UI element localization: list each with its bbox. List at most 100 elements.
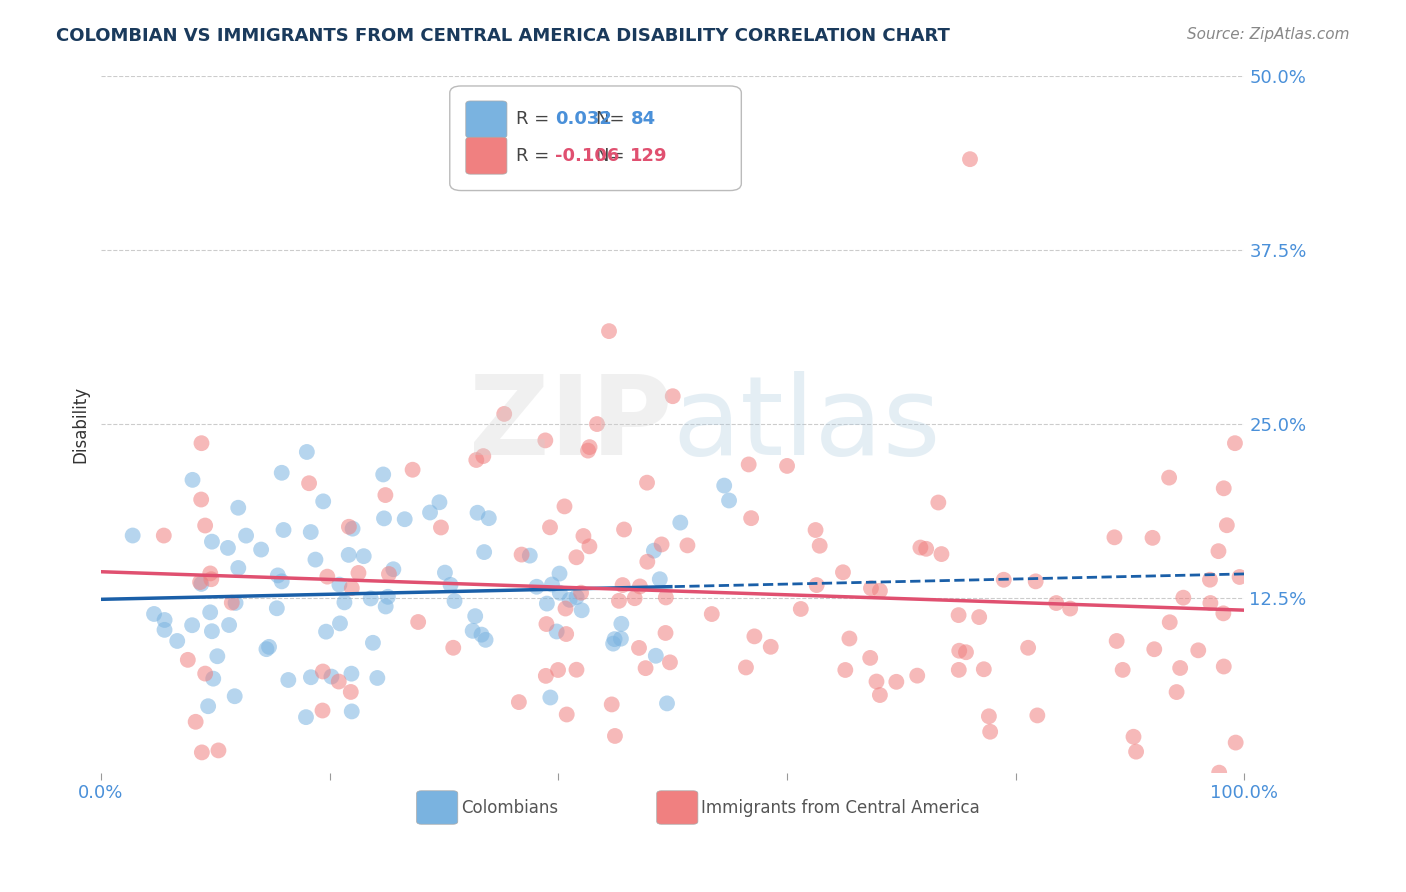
Point	[979, 724, 1001, 739]
Point	[558, 592, 581, 607]
Point	[429, 495, 451, 509]
Point	[948, 644, 970, 658]
Point	[270, 466, 292, 480]
Text: 0.032: 0.032	[555, 111, 612, 128]
Point	[1216, 518, 1239, 533]
Text: atlas: atlas	[672, 370, 941, 477]
Point	[224, 690, 246, 704]
Point	[536, 617, 558, 632]
Point	[377, 590, 399, 604]
Point	[177, 653, 200, 667]
Point	[610, 632, 633, 646]
Point	[439, 578, 461, 592]
Point	[740, 511, 762, 525]
Point	[394, 512, 416, 526]
Point	[623, 591, 645, 606]
Point	[510, 548, 533, 562]
Point	[548, 566, 571, 581]
Point	[700, 607, 723, 621]
Text: COLOMBIAN VS IMMIGRANTS FROM CENTRAL AMERICA DISABILITY CORRELATION CHART: COLOMBIAN VS IMMIGRANTS FROM CENTRAL AME…	[56, 27, 950, 45]
Point	[959, 152, 981, 166]
Point	[347, 566, 370, 580]
Point	[993, 573, 1015, 587]
Point	[152, 528, 174, 542]
Point	[859, 651, 882, 665]
Point	[519, 549, 541, 563]
Point	[859, 581, 882, 595]
Point	[538, 520, 561, 534]
Point	[905, 668, 928, 682]
Point	[304, 552, 326, 566]
Point	[571, 603, 593, 617]
Point	[1229, 570, 1251, 584]
Point	[1223, 436, 1246, 450]
Point	[808, 539, 831, 553]
Point	[931, 547, 953, 561]
Point	[201, 534, 224, 549]
Point	[526, 580, 548, 594]
Point	[333, 595, 356, 609]
Point	[536, 597, 558, 611]
Point	[218, 618, 240, 632]
Point	[1142, 531, 1164, 545]
Point	[378, 567, 401, 582]
Point	[548, 586, 571, 600]
Point	[598, 324, 620, 338]
Point	[865, 674, 887, 689]
Point	[1208, 544, 1230, 558]
Point	[1105, 634, 1128, 648]
Point	[340, 705, 363, 719]
Point	[927, 495, 949, 509]
Point	[340, 666, 363, 681]
Point	[201, 624, 224, 639]
Point	[226, 500, 249, 515]
Point	[565, 550, 588, 565]
Text: Colombians: Colombians	[461, 798, 558, 816]
Point	[207, 743, 229, 757]
Point	[1125, 745, 1147, 759]
Point	[602, 637, 624, 651]
Point	[235, 528, 257, 542]
Point	[373, 467, 395, 482]
FancyBboxPatch shape	[416, 791, 458, 824]
Point	[257, 640, 280, 654]
Point	[328, 577, 350, 591]
Point	[1166, 685, 1188, 699]
Point	[250, 542, 273, 557]
Point	[776, 458, 799, 473]
Point	[321, 670, 343, 684]
Point	[181, 473, 204, 487]
Point	[467, 506, 489, 520]
Point	[565, 590, 588, 604]
Point	[834, 663, 856, 677]
Point	[474, 632, 496, 647]
Point	[465, 453, 488, 467]
Point	[374, 488, 396, 502]
Point	[948, 663, 970, 677]
Point	[273, 523, 295, 537]
Point	[1017, 640, 1039, 655]
Point	[143, 607, 166, 621]
Point	[806, 578, 828, 592]
Point	[546, 624, 568, 639]
Point	[636, 555, 658, 569]
Point	[643, 543, 665, 558]
Point	[1143, 642, 1166, 657]
Point	[311, 704, 333, 718]
Point	[315, 624, 337, 639]
Point	[973, 662, 995, 676]
Text: ZIP: ZIP	[470, 370, 672, 477]
Point	[1208, 765, 1230, 780]
Point	[361, 636, 384, 650]
Point	[578, 440, 600, 454]
Point	[153, 623, 176, 637]
Point	[194, 518, 217, 533]
FancyBboxPatch shape	[465, 137, 508, 174]
Point	[572, 529, 595, 543]
Point	[651, 537, 673, 551]
Point	[1168, 661, 1191, 675]
Point	[1225, 735, 1247, 749]
Point	[636, 475, 658, 490]
Point	[254, 642, 277, 657]
Point	[373, 511, 395, 525]
